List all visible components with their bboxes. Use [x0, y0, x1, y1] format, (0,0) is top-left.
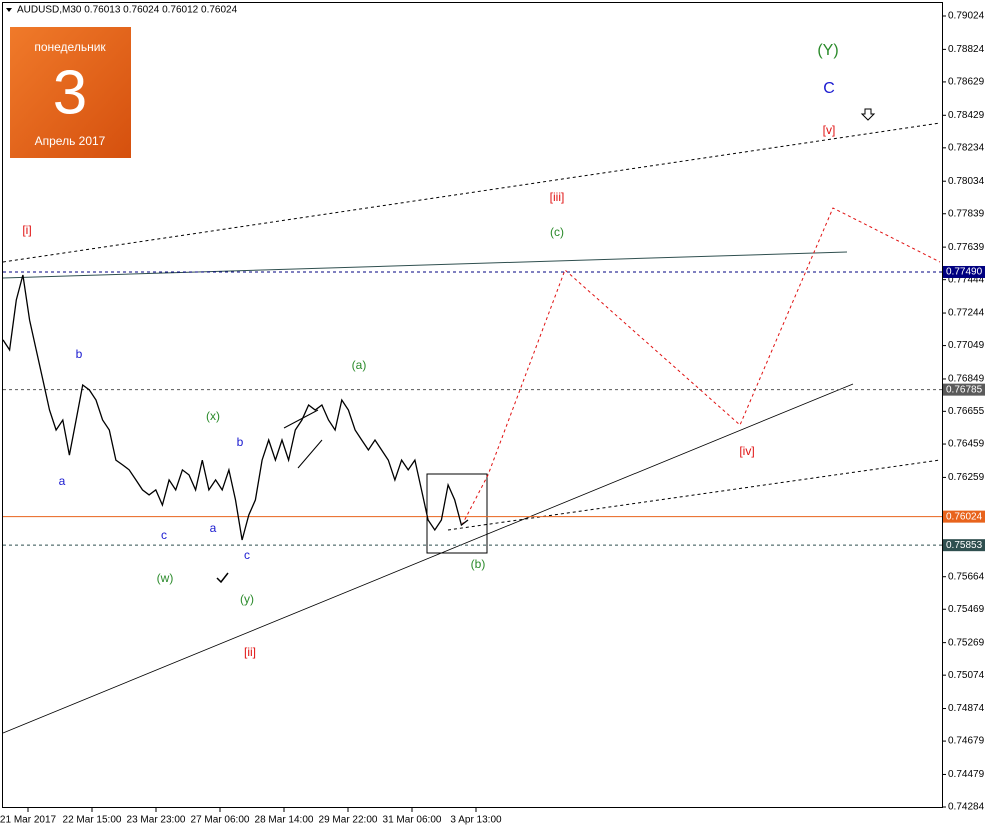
chart-header: AUDUSD,M30 0.76013 0.76024 0.76012 0.760… [17, 5, 238, 16]
x-tick-label: 3 Apr 13:00 [450, 815, 502, 826]
wave-label: (b) [471, 557, 486, 571]
wave-label: [iii] [550, 190, 565, 204]
x-tick-label: 31 Mar 06:00 [383, 815, 442, 826]
y-tick-label: 0.74679 [948, 736, 985, 747]
arrow-icon [860, 108, 876, 121]
wave-label: b [237, 435, 244, 449]
trend-line [2, 251, 848, 279]
trend-line [2, 122, 941, 263]
y-tick-label: 0.78234 [948, 142, 985, 153]
level-label: 0.77490 [946, 267, 983, 278]
wave-label: [i] [22, 223, 31, 237]
level-box [943, 539, 985, 552]
wave-label: [iv] [739, 444, 754, 458]
y-tick-label: 0.76655 [948, 406, 985, 417]
y-tick-label: 0.74874 [948, 703, 985, 714]
y-tick-label: 0.76849 [948, 374, 985, 385]
y-tick-label: 0.77244 [948, 308, 985, 319]
y-tick-label: 0.78629 [948, 77, 985, 88]
y-tick-label: 0.78034 [948, 176, 985, 187]
x-tick-label: 29 Mar 22:00 [319, 815, 378, 826]
y-tick-label: 0.78824 [948, 44, 985, 55]
wave-label: b [76, 347, 83, 361]
y-tick-label: 0.77639 [948, 242, 985, 253]
drawings [2, 108, 941, 734]
y-tick-label: 0.74284 [948, 802, 985, 813]
wave-label: (y) [240, 592, 254, 606]
price-line [2, 274, 469, 541]
wave-label: [ii] [244, 645, 256, 659]
level-box [943, 265, 985, 278]
y-tick-label: 0.79024 [948, 11, 985, 22]
x-tick-label: 21 Mar 2017 [0, 815, 57, 826]
menu-triangle[interactable] [6, 8, 12, 12]
calendar-month: Апрель 2017 [35, 134, 106, 148]
y-tick-label: 0.76459 [948, 439, 985, 450]
channel-line [297, 439, 323, 469]
wave-label: (Y) [817, 42, 838, 59]
y-tick-label: 0.77049 [948, 340, 985, 351]
calendar [10, 27, 131, 158]
y-tick-label: 0.77444 [948, 274, 985, 285]
level-label: 0.76785 [946, 384, 983, 395]
check-mark [216, 572, 229, 584]
y-tick-label: 0.75664 [948, 571, 985, 582]
wave-label: [v] [823, 123, 836, 137]
trend-line [2, 383, 854, 734]
y-tick-label: 0.78429 [948, 110, 985, 121]
wave-label: c [161, 528, 167, 542]
y-tick-label: 0.76259 [948, 472, 985, 483]
level-box [943, 383, 985, 396]
calendar-day: 3 [53, 58, 87, 127]
wave-label: C [823, 80, 835, 97]
x-tick-label: 22 Mar 15:00 [63, 815, 122, 826]
wave-label: a [210, 521, 217, 535]
calendar-weekday: понедельник [34, 40, 106, 54]
y-tick-label: 0.75269 [948, 637, 985, 648]
projection [461, 207, 941, 526]
level-box [943, 510, 985, 523]
y-tick-label: 0.77839 [948, 208, 985, 219]
trend-line [447, 459, 941, 531]
wave-label: (w) [157, 571, 174, 585]
x-tick-label: 28 Mar 14:00 [255, 815, 314, 826]
level-label: 0.75853 [946, 540, 983, 551]
y-tick-label: 0.75469 [948, 604, 985, 615]
y-tick-label: 0.75074 [948, 670, 985, 681]
wave-label: c [244, 548, 250, 562]
x-tick-label: 23 Mar 23:00 [127, 815, 186, 826]
y-tick-label: 0.74479 [948, 769, 985, 780]
level-label: 0.76024 [946, 511, 983, 522]
channel-line [283, 409, 319, 429]
wave-label: (c) [550, 225, 564, 239]
x-tick-label: 27 Mar 06:00 [191, 815, 250, 826]
wave-label: (x) [206, 409, 220, 423]
wave-label: (a) [352, 358, 367, 372]
wave-label: a [59, 474, 66, 488]
